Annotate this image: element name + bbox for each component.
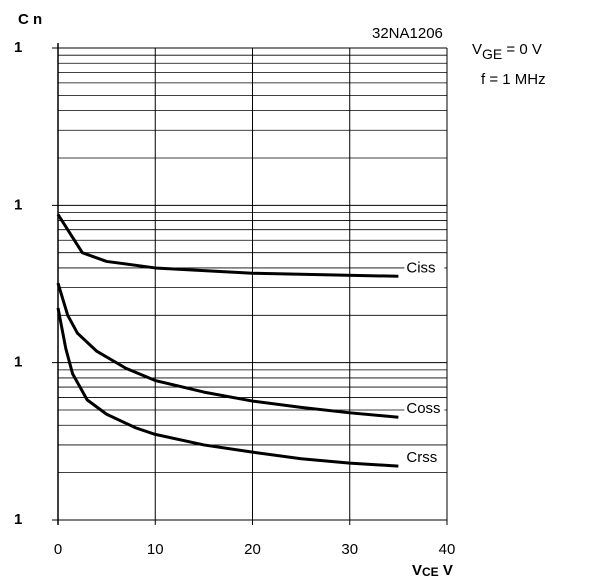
- label-bg: [404, 399, 445, 418]
- series-label: Crss: [406, 449, 437, 466]
- label-bg: [404, 448, 445, 467]
- curve: [56, 282, 399, 419]
- curve: [56, 307, 399, 468]
- series-label: Coss: [406, 400, 440, 417]
- y-axis-label: C n: [18, 11, 42, 28]
- x-tick-label: 40: [439, 541, 456, 558]
- y-tick-label: 1: [14, 39, 22, 56]
- series-label: Ciss: [406, 259, 435, 276]
- condition-f: f = 1 MHz: [481, 71, 546, 88]
- code-label: 32NA1206: [372, 25, 443, 42]
- y-tick-label: 1: [14, 511, 22, 528]
- condition-vge: VGE = 0 V: [472, 41, 542, 62]
- label-bg: [404, 258, 445, 277]
- x-tick-label: 10: [147, 541, 164, 558]
- curve: [56, 213, 399, 278]
- x-tick-label: 30: [341, 541, 358, 558]
- x-tick-label: 0: [54, 541, 62, 558]
- y-tick-label: 1: [14, 196, 22, 213]
- x-axis-label: VCE V: [412, 562, 453, 578]
- y-tick-label: 1: [14, 354, 22, 371]
- x-tick-label: 20: [244, 541, 261, 558]
